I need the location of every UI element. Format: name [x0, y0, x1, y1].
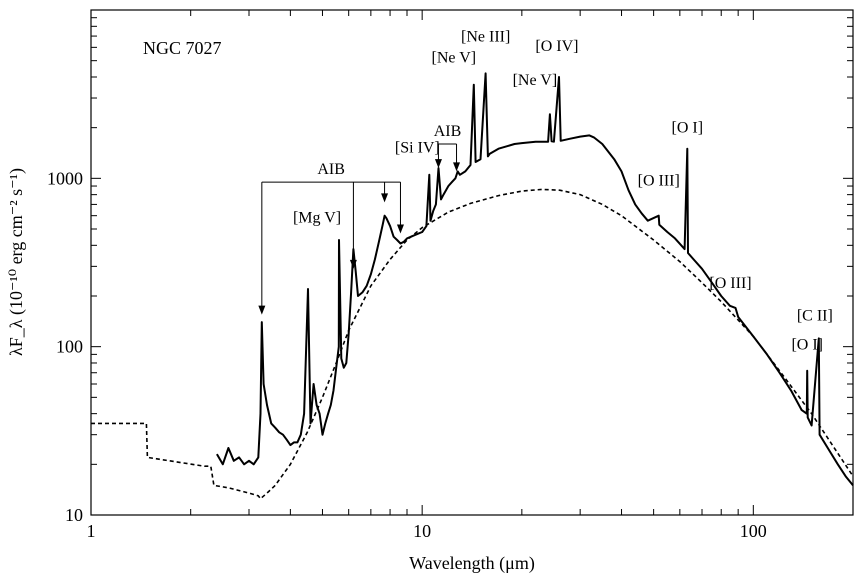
aib-arrowhead	[396, 224, 404, 234]
line-label: [Si IV]	[395, 140, 440, 157]
aib-arrowhead	[434, 159, 442, 169]
plot-frame	[90, 9, 854, 516]
x-tick-label: 100	[740, 521, 767, 541]
line-label: [C II]	[797, 307, 833, 324]
line-label: [O III]	[638, 172, 680, 189]
aib-label: AIB	[317, 161, 345, 178]
line-label: [Ne III]	[461, 29, 510, 46]
object-label: NGC 7027	[143, 38, 222, 58]
axis-ticks	[90, 10, 854, 516]
line-label: [Ne V]	[513, 72, 558, 89]
x-tick-label: 10	[413, 521, 431, 541]
aib-arrowhead	[258, 305, 266, 315]
y-tick-label: 1000	[47, 168, 83, 188]
y-tick-label: 100	[56, 337, 83, 357]
line-label: [Ne V]	[432, 50, 477, 67]
y-tick-label: 10	[65, 505, 83, 525]
data-series	[91, 72, 854, 500]
line-label: [O I]	[671, 119, 703, 136]
observed-spectrum-line	[216, 72, 854, 487]
x-axis-title: Wavelength (μm)	[409, 553, 535, 574]
line-label: [Mg V]	[293, 209, 341, 226]
aib-arrowhead	[453, 162, 461, 172]
aib-arrowhead	[349, 259, 357, 269]
line-label: [O I]	[791, 337, 823, 354]
line-annotations: AIB AIB [Ne III] [O IV] [Ne V] [Ne V] [Si IV] […	[258, 29, 833, 354]
x-tick-label: 1	[87, 521, 96, 541]
line-label: [O IV]	[535, 38, 578, 55]
y-axis-title: λF_λ (10⁻¹⁰ erg cm⁻² s⁻¹)	[6, 168, 27, 356]
dust-model-curve	[91, 188, 854, 500]
line-label: [O III]	[709, 275, 751, 292]
aib-arrowhead	[381, 193, 389, 203]
aib-label: AIB	[434, 123, 462, 140]
